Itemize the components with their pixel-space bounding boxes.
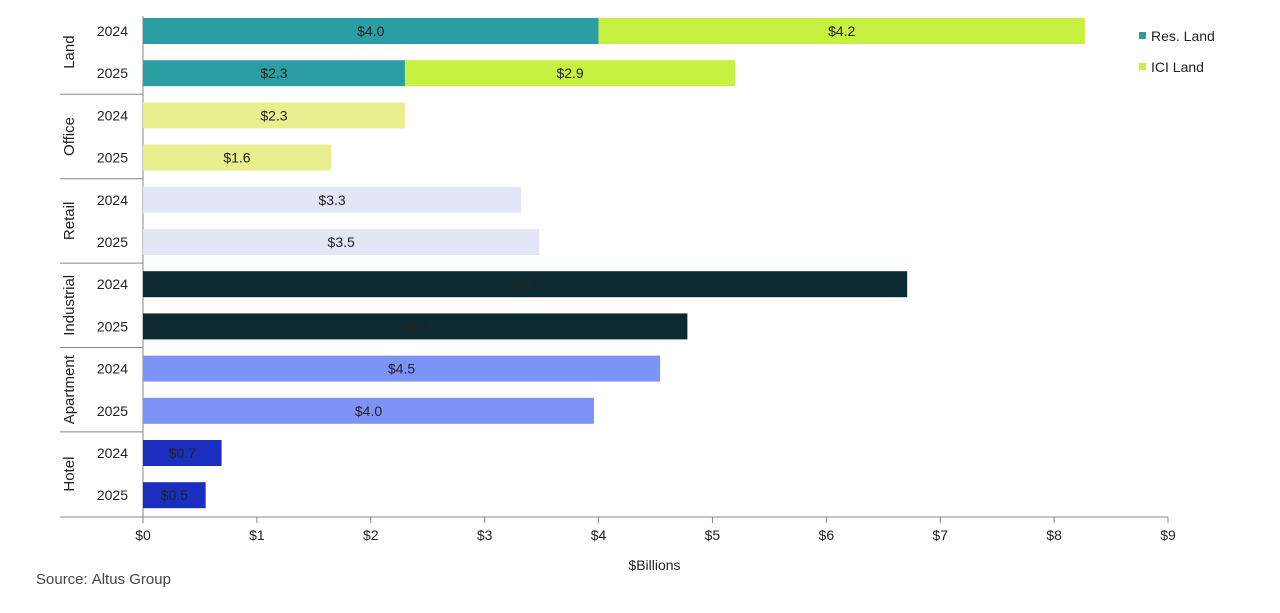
bar-segment <box>143 60 405 87</box>
bar-segment <box>143 313 688 340</box>
bar-segment <box>143 271 908 298</box>
year-label: 2024 <box>97 23 128 39</box>
year-label: 2024 <box>97 192 128 208</box>
bar-segment <box>143 18 599 44</box>
x-tick-label: $9 <box>1160 527 1176 543</box>
year-label: 2024 <box>97 361 128 377</box>
data-label: $0.5 <box>161 487 188 503</box>
x-tick-label: $7 <box>932 527 948 543</box>
data-label: $4.5 <box>388 361 415 377</box>
data-label: $2.3 <box>260 107 287 123</box>
year-label: 2025 <box>97 318 128 334</box>
data-label: $4.8 <box>402 318 429 334</box>
x-tick-label: $3 <box>477 527 493 543</box>
data-label: $6.7 <box>511 276 538 292</box>
category-label: Industrial <box>61 275 78 336</box>
data-label: $2.9 <box>556 65 583 81</box>
category-label: Retail <box>61 202 78 240</box>
x-axis-title: $Billions <box>628 557 680 573</box>
bar-segment <box>143 482 206 509</box>
year-label: 2024 <box>97 107 128 123</box>
source-note: Source: Altus Group <box>32 571 171 588</box>
category-label: Apartment <box>61 354 78 424</box>
bar-segment <box>143 144 331 171</box>
year-label: 2025 <box>97 65 128 81</box>
data-label: $3.5 <box>328 234 355 250</box>
year-label: 2024 <box>97 276 128 292</box>
legend-label: ICI Land <box>1151 59 1204 75</box>
data-label: $4.0 <box>355 403 382 419</box>
data-label: $3.3 <box>318 192 345 208</box>
year-label: 2024 <box>97 445 128 461</box>
x-tick-label: $2 <box>363 527 379 543</box>
x-tick-label: $5 <box>705 527 721 543</box>
x-tick-label: $1 <box>249 527 265 543</box>
category-label: Office <box>61 117 78 156</box>
bar-segment <box>143 186 522 213</box>
legend-swatch <box>1139 63 1146 70</box>
bar-segment <box>404 60 736 87</box>
bar-segment <box>143 440 222 466</box>
x-tick-label: $6 <box>819 527 835 543</box>
bar-segment <box>143 355 661 382</box>
category-label: Land <box>61 35 78 68</box>
year-label: 2025 <box>97 150 128 166</box>
year-label: 2025 <box>97 487 128 503</box>
source-prefix: Source: <box>36 571 88 588</box>
bar-segment <box>143 102 405 129</box>
data-label: $2.3 <box>260 65 287 81</box>
bar-segment <box>143 397 594 424</box>
x-tick-label: $4 <box>591 527 607 543</box>
year-label: 2025 <box>97 403 128 419</box>
data-label: $4.2 <box>828 23 855 39</box>
x-tick-label: $0 <box>135 527 151 543</box>
legend-label: Res. Land <box>1151 28 1215 44</box>
bar-segment <box>598 18 1085 44</box>
category-label: Hotel <box>61 457 78 492</box>
data-label: $0.7 <box>169 445 196 461</box>
legend-swatch <box>1139 32 1146 39</box>
x-tick-label: $8 <box>1046 527 1062 543</box>
data-label: $4.0 <box>357 23 384 39</box>
year-label: 2025 <box>97 234 128 250</box>
source-text: Altus Group <box>91 571 171 588</box>
data-label: $1.6 <box>223 150 250 166</box>
bar-segment <box>143 229 540 255</box>
